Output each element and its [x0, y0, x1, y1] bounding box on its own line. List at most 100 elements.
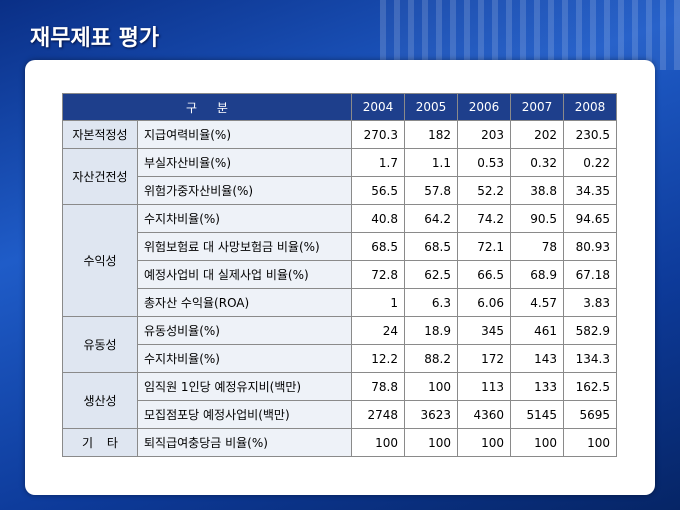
value-cell: 172	[457, 344, 511, 373]
value-cell: 6.06	[457, 288, 511, 317]
value-cell: 52.2	[457, 176, 511, 205]
value-cell: 1	[351, 288, 405, 317]
value-cell: 1.7	[351, 148, 405, 177]
item-label: 유동성비율(%)	[137, 316, 352, 345]
value-cell: 0.32	[510, 148, 564, 177]
item-label: 수지차비율(%)	[137, 204, 352, 233]
value-cell: 230.5	[563, 120, 617, 149]
value-cell: 78.8	[351, 372, 405, 401]
header-row: 구 분 2004 2005 2006 2007 2008	[62, 93, 617, 121]
value-cell: 24	[351, 316, 405, 345]
value-cell: 3623	[404, 400, 458, 429]
table-row: 총자산 수익율(ROA) 1 6.3 6.06 4.57 3.83	[63, 288, 617, 317]
value-cell: 100	[404, 372, 458, 401]
value-cell: 57.8	[404, 176, 458, 205]
value-cell: 72.8	[351, 260, 405, 289]
value-cell: 80.93	[563, 232, 617, 261]
value-cell: 34.35	[563, 176, 617, 205]
group-label: 유동성	[62, 316, 138, 373]
item-label: 모집점포당 예정사업비(백만)	[137, 400, 352, 429]
value-cell: 38.8	[510, 176, 564, 205]
value-cell: 100	[351, 428, 405, 457]
value-cell: 134.3	[563, 344, 617, 373]
column-header: 2004	[351, 93, 405, 121]
item-label: 위험가중자산비율(%)	[137, 176, 352, 205]
table-row: 위험보험료 대 사망보험금 비율(%) 68.5 68.5 72.1 78 80.93	[63, 232, 617, 261]
item-label: 수지차비율(%)	[137, 344, 352, 373]
group-label: 생산성	[62, 372, 138, 429]
table-row: 예정사업비 대 실제사업 비율(%) 72.8 62.5 66.5 68.9 67.18	[63, 260, 617, 289]
value-cell: 202	[510, 120, 564, 149]
value-cell: 40.8	[351, 204, 405, 233]
table-row: 수지차비율(%) 12.2 88.2 172 143 134.3	[63, 344, 617, 373]
value-cell: 113	[457, 372, 511, 401]
column-header: 2007	[510, 93, 564, 121]
table-row: 모집점포당 예정사업비(백만) 2748 3623 4360 5145 5695	[63, 400, 617, 429]
column-header: 2006	[457, 93, 511, 121]
column-header: 2005	[404, 93, 458, 121]
background-decoration	[380, 0, 680, 70]
item-label: 지급여력비율(%)	[137, 120, 352, 149]
item-label: 예정사업비 대 실제사업 비율(%)	[137, 260, 352, 289]
table-row: 자산건전성 부실자산비율(%) 1.7 1.1 0.53 0.32 0.22	[62, 148, 617, 205]
value-cell: 582.9	[563, 316, 617, 345]
value-cell: 68.5	[351, 232, 405, 261]
value-cell: 18.9	[404, 316, 458, 345]
item-label: 부실자산비율(%)	[137, 148, 352, 177]
value-cell: 4360	[457, 400, 511, 429]
value-cell: 345	[457, 316, 511, 345]
value-cell: 4.57	[510, 288, 564, 317]
value-cell: 203	[457, 120, 511, 149]
value-cell: 94.65	[563, 204, 617, 233]
item-label: 위험보험료 대 사망보험금 비율(%)	[137, 232, 352, 261]
value-cell: 62.5	[404, 260, 458, 289]
value-cell: 3.83	[563, 288, 617, 317]
value-cell: 74.2	[457, 204, 511, 233]
item-label: 퇴직급여충당금 비율(%)	[137, 428, 352, 457]
value-cell: 5145	[510, 400, 564, 429]
value-cell: 1.1	[404, 148, 458, 177]
table-row: 기 타 퇴직급여충당금 비율(%) 100 100 100 100 100	[62, 428, 617, 457]
content-panel: 구 분 2004 2005 2006 2007 2008 자본적정성 지급여력비율(%) 270…	[25, 60, 655, 495]
value-cell: 64.2	[404, 204, 458, 233]
item-label: 총자산 수익율(ROA)	[137, 288, 352, 317]
value-cell: 68.9	[510, 260, 564, 289]
table-row: 생산성 임직원 1인당 예정유지비(백만) 78.8 100 113 133 162.5	[62, 372, 617, 429]
value-cell: 88.2	[404, 344, 458, 373]
value-cell: 0.22	[563, 148, 617, 177]
value-cell: 143	[510, 344, 564, 373]
value-cell: 100	[404, 428, 458, 457]
value-cell: 12.2	[351, 344, 405, 373]
value-cell: 67.18	[563, 260, 617, 289]
value-cell: 5695	[563, 400, 617, 429]
group-label: 자산건전성	[62, 148, 138, 205]
value-cell: 2748	[351, 400, 405, 429]
value-cell: 6.3	[404, 288, 458, 317]
item-label: 임직원 1인당 예정유지비(백만)	[137, 372, 352, 401]
value-cell: 72.1	[457, 232, 511, 261]
financial-table: 구 분 2004 2005 2006 2007 2008 자본적정성 지급여력비율(%) 270…	[62, 93, 617, 457]
column-header: 2008	[563, 93, 617, 121]
table-row: 자본적정성 지급여력비율(%) 270.3 182 203 202 230.5	[62, 120, 617, 149]
value-cell: 182	[404, 120, 458, 149]
value-cell: 162.5	[563, 372, 617, 401]
table-row: 수익성 수지차비율(%) 40.8 64.2 74.2 90.5 94.65	[62, 204, 617, 317]
value-cell: 100	[510, 428, 564, 457]
value-cell: 90.5	[510, 204, 564, 233]
value-cell: 100	[563, 428, 617, 457]
value-cell: 78	[510, 232, 564, 261]
group-label: 기 타	[62, 428, 138, 457]
value-cell: 56.5	[351, 176, 405, 205]
table-row: 유동성 유동성비율(%) 24 18.9 345 461 582.9	[62, 316, 617, 373]
value-cell: 0.53	[457, 148, 511, 177]
value-cell: 461	[510, 316, 564, 345]
value-cell: 66.5	[457, 260, 511, 289]
slide-title: 재무제표 평가	[30, 26, 160, 51]
value-cell: 133	[510, 372, 564, 401]
value-cell: 270.3	[351, 120, 405, 149]
column-header: 구 분	[62, 93, 352, 121]
table-row: 위험가중자산비율(%) 56.5 57.8 52.2 38.8 34.35	[63, 176, 617, 205]
group-label: 자본적정성	[62, 120, 138, 149]
group-label: 수익성	[62, 204, 138, 317]
value-cell: 100	[457, 428, 511, 457]
